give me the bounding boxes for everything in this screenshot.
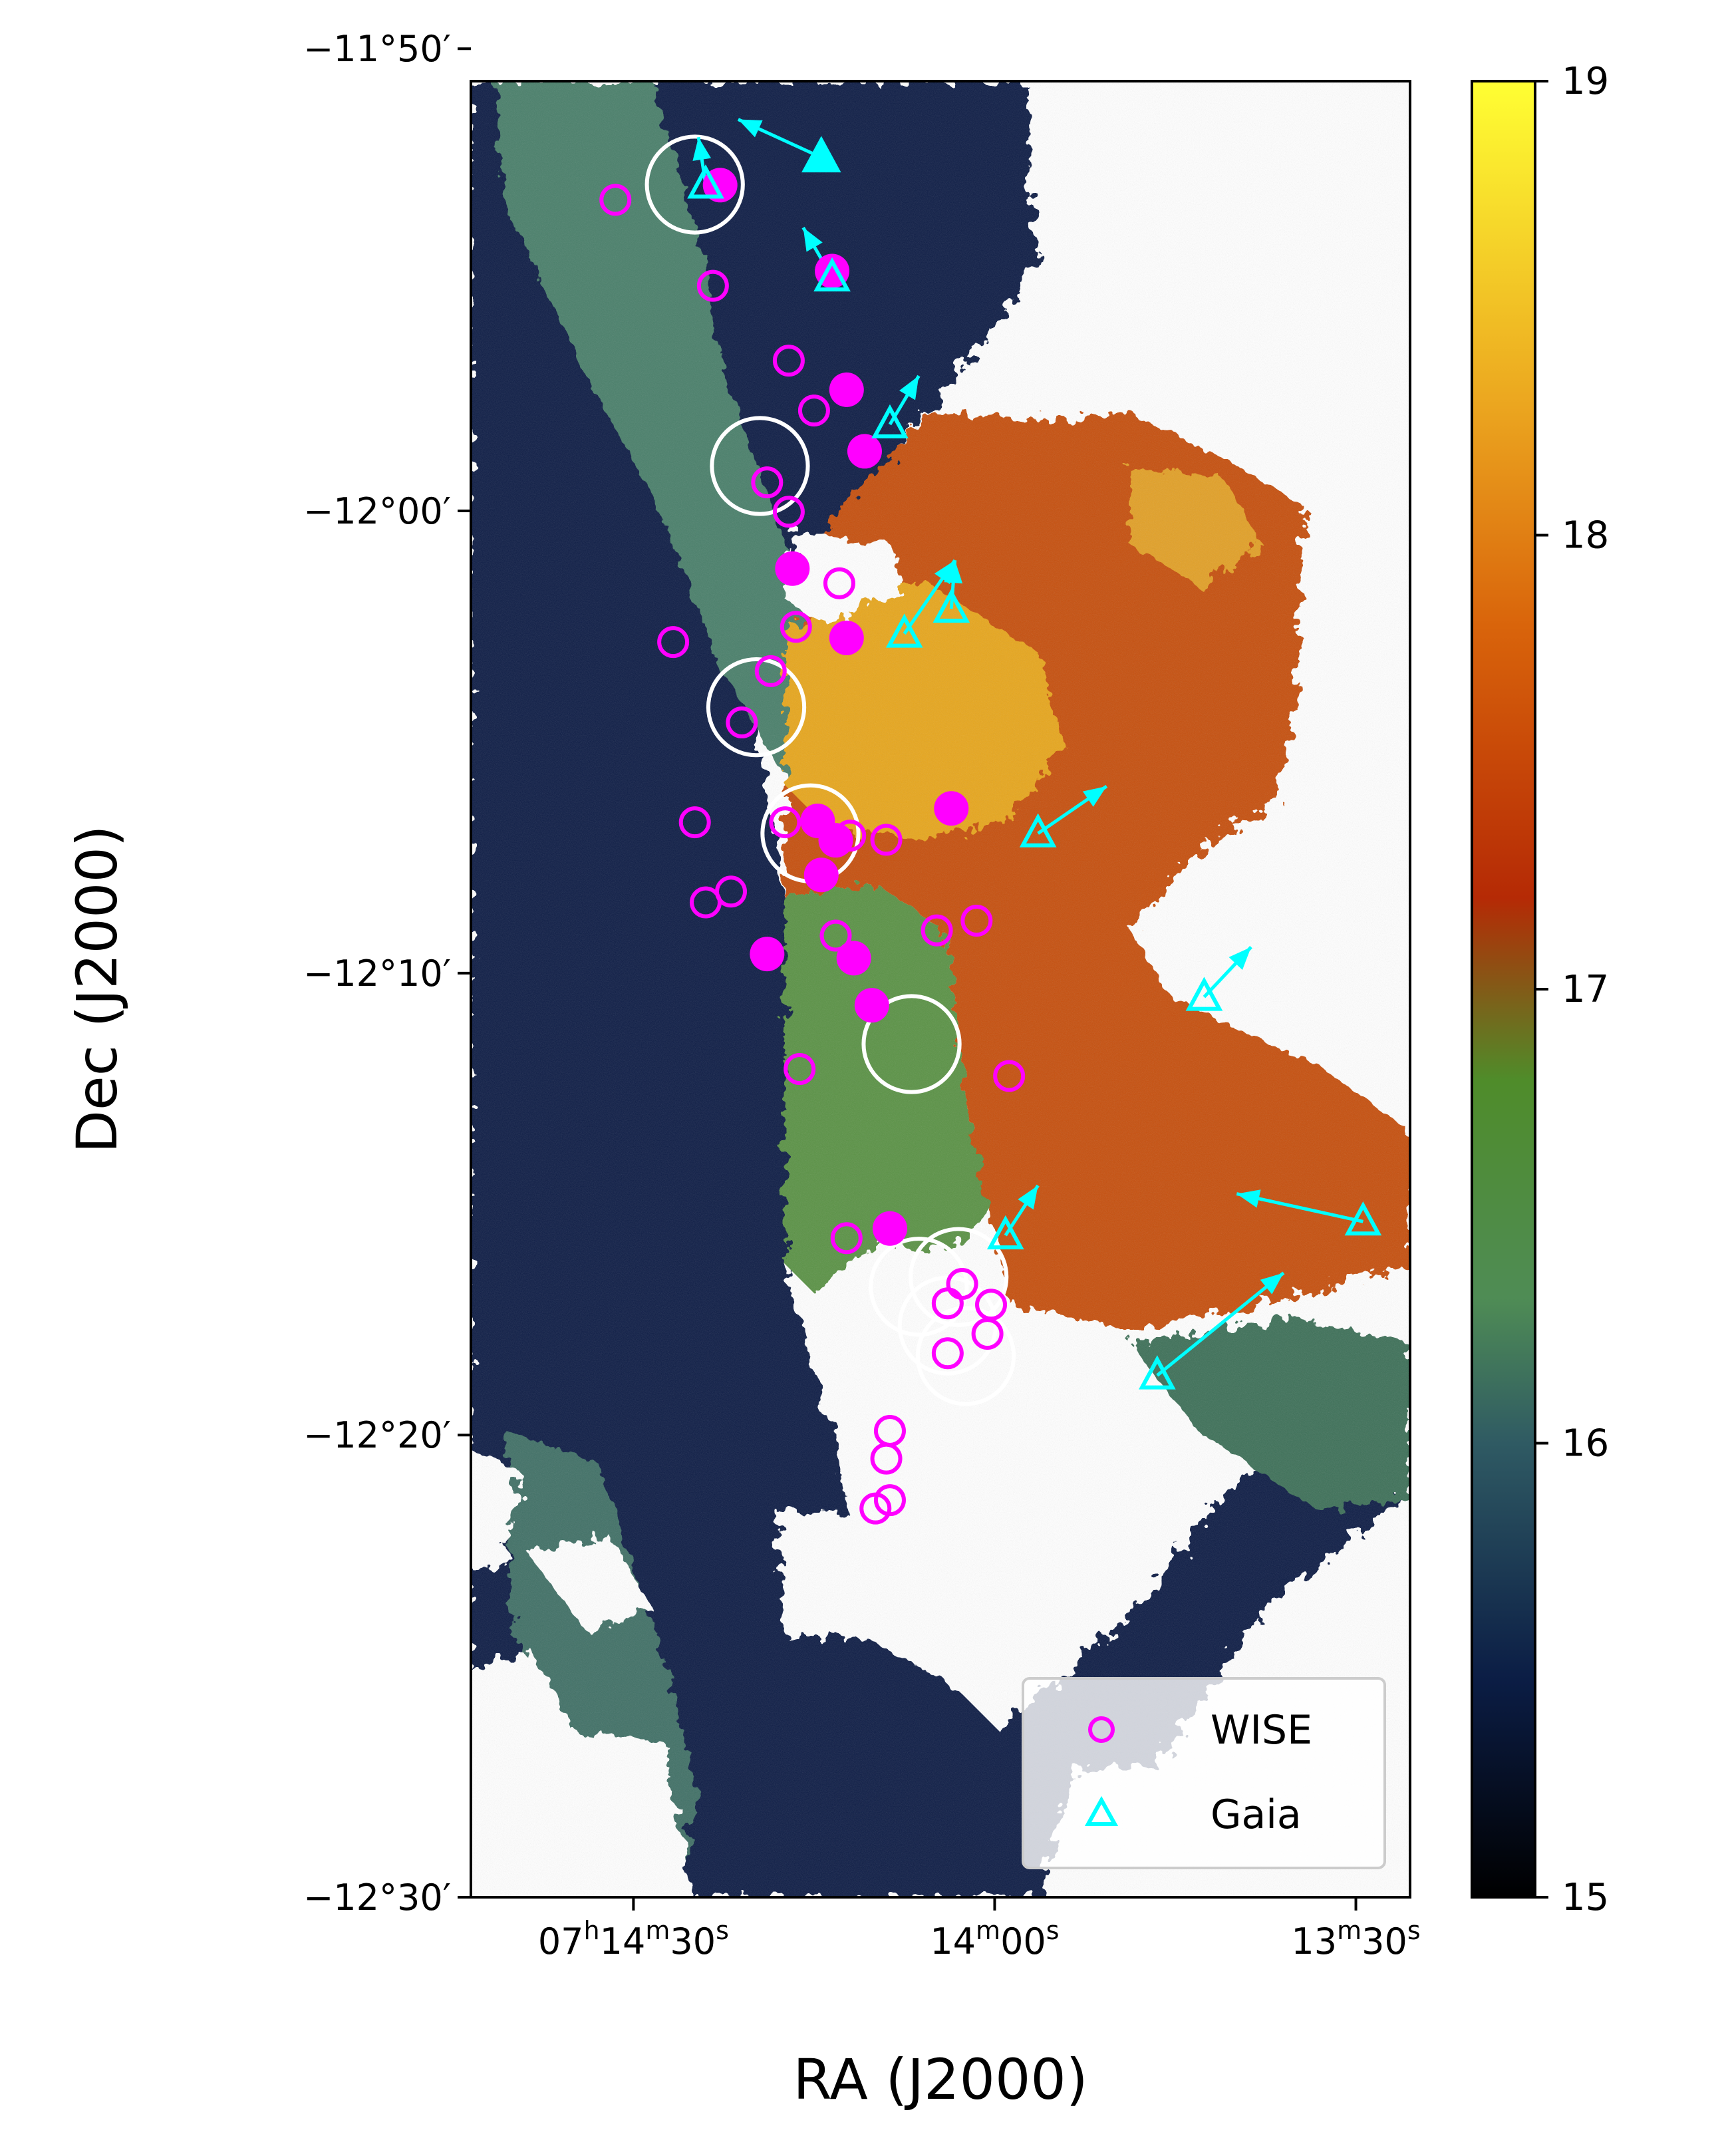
- wise-filled-point: [836, 941, 871, 976]
- wise-open-point: [834, 820, 867, 852]
- gaia-open-point: [1344, 1201, 1382, 1236]
- wise-open-point: [780, 611, 812, 643]
- x-axis-ticks: 07h14m30s 14m00s 13m30s: [538, 1897, 1421, 1962]
- proper-motion-arrowhead: [899, 376, 919, 400]
- wise-open-point: [960, 905, 993, 937]
- legend-gaia-label: Gaia: [1211, 1791, 1302, 1838]
- gaia-open-point: [1139, 1355, 1176, 1390]
- proper-motion-arrowhead: [934, 560, 955, 585]
- wise-filled-point: [847, 434, 882, 469]
- gaia-open-point: [986, 1215, 1024, 1250]
- proper-motion-arrowhead: [1236, 1189, 1261, 1208]
- wise-open-point: [830, 1222, 863, 1255]
- wise-open-point: [657, 626, 690, 659]
- legend: WISE Gaia: [1022, 1677, 1386, 1869]
- wise-filled-point: [872, 1211, 907, 1246]
- x-tick-label: 14m00s: [930, 1916, 1059, 1962]
- legend-wise-marker: [1088, 1716, 1115, 1743]
- wise-open-point: [599, 184, 632, 216]
- proper-motion-arrowhead: [1228, 947, 1252, 971]
- wise-filled-point: [829, 620, 864, 655]
- wise-open-point: [751, 466, 784, 499]
- gaia-filled-point: [801, 136, 841, 173]
- gaia-open-point: [1185, 977, 1223, 1011]
- gaia-open-point: [687, 164, 724, 199]
- colorbar-tick-label: 17: [1562, 968, 1609, 1011]
- gaia-layer: [687, 136, 1382, 1390]
- wise-open-point: [873, 1484, 906, 1517]
- white-ring: [909, 1227, 1009, 1327]
- gaia-open-point: [1019, 813, 1057, 847]
- wise-open-point: [726, 706, 758, 739]
- wise-open-point: [870, 1442, 903, 1475]
- proper-motion-arrowhead: [1018, 1185, 1038, 1210]
- legend-wise-label: WISE: [1211, 1707, 1312, 1754]
- gaia-open-point: [813, 257, 851, 292]
- gaia-open-point: [871, 404, 909, 438]
- colorbar-tick-label: 16: [1562, 1422, 1609, 1465]
- velocity-map: [471, 81, 1410, 1897]
- colorbar-tick-label: 19: [1562, 60, 1609, 103]
- wise-open-point: [921, 914, 953, 947]
- colorbar-tick-label: 15: [1562, 1876, 1609, 1919]
- proper-motion-arrowhead: [803, 228, 823, 252]
- x-tick-label: 07h14m30s: [538, 1916, 729, 1962]
- wise-open-point: [754, 655, 787, 687]
- wise-open-layer: [599, 184, 1026, 1525]
- y-axis-ticks: −11°50′ −12°00′ −12°10′ −12°20′ −12°30′: [303, 28, 471, 1919]
- wise-open-point: [690, 886, 722, 919]
- proper-motion-arrowhead: [692, 137, 712, 161]
- x-tick-label: 13m30s: [1291, 1916, 1420, 1962]
- white-ring: [869, 1237, 969, 1337]
- wise-filled-point: [775, 551, 810, 586]
- wise-open-point: [678, 806, 711, 839]
- proper-motion-arrow: [1156, 1271, 1285, 1377]
- x-axis-label: RA (J2000): [793, 2047, 1087, 2112]
- colorbar-ticks: 19 18 17 16 15: [1535, 60, 1609, 1919]
- wise-filled-point: [934, 791, 969, 826]
- colorbar-tick-label: 18: [1562, 514, 1609, 557]
- proper-motion-arrowhead: [738, 119, 763, 138]
- wise-open-point: [870, 824, 903, 856]
- legend-box: [1022, 1677, 1386, 1869]
- gaia-open-point: [932, 588, 970, 623]
- wise-open-point: [696, 269, 729, 302]
- wise-open-point: [993, 1060, 1026, 1092]
- white-ring: [706, 657, 807, 758]
- colorbar-gradient: [1471, 80, 1536, 1899]
- y-axis-label: Dec (J2000): [65, 825, 130, 1153]
- wise-open-point: [784, 1053, 816, 1086]
- wise-open-point: [823, 567, 855, 599]
- white-ring: [645, 134, 745, 235]
- y-tick-label: −12°10′: [303, 953, 451, 995]
- colorbar: 19 18 17 16 15: [1471, 60, 1609, 1919]
- wise-filled-point: [854, 988, 889, 1023]
- legend-gaia-marker: [1084, 1795, 1119, 1826]
- y-tick-label: −12°00′: [303, 490, 451, 532]
- wise-open-point: [819, 919, 852, 952]
- wise-filled-point: [803, 857, 839, 893]
- y-tick-label: −12°20′: [303, 1414, 451, 1456]
- wise-open-point: [931, 1287, 964, 1320]
- proper-motion-layer: [692, 118, 1363, 1377]
- y-tick-label: −11°50′: [303, 28, 451, 70]
- wise-open-point: [769, 806, 801, 839]
- plot-frame: [470, 80, 1411, 1899]
- white-ring: [915, 1306, 1016, 1406]
- y-tick-label: −12°30′: [303, 1877, 451, 1919]
- gaia-open-point: [885, 613, 923, 648]
- wise-open-point: [772, 345, 805, 377]
- white-ring: [710, 416, 810, 516]
- proper-motion-arrowhead: [1082, 786, 1107, 807]
- wise-open-point: [772, 496, 805, 528]
- proper-motion-arrowhead: [1260, 1273, 1284, 1295]
- wise-open-point: [971, 1318, 1004, 1350]
- wise-filled-point: [829, 372, 864, 407]
- white-ring: [861, 994, 962, 1094]
- wise-open-point: [797, 394, 830, 427]
- wise-filled-point: [750, 937, 785, 972]
- wise-open-point: [931, 1337, 964, 1370]
